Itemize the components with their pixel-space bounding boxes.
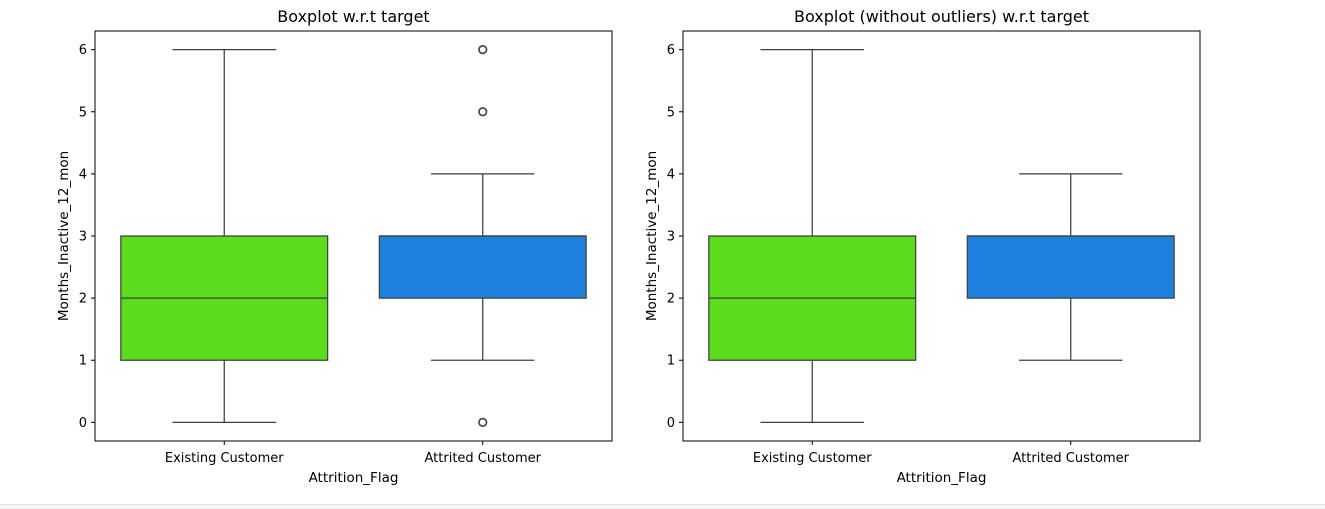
y-tick-label: 3 — [667, 230, 675, 245]
y-tick-label: 0 — [667, 416, 675, 431]
outlier-point — [478, 45, 488, 55]
y-tick-label: 3 — [79, 230, 87, 245]
y-axis-label: Months_Inactive_12_mon — [56, 151, 72, 321]
right-boxplot-panel: Boxplot (without outliers) w.r.t target 0… — [644, 7, 1201, 486]
y-tick-label: 2 — [667, 292, 675, 307]
chart-title: Boxplot (without outliers) w.r.t target — [794, 7, 1089, 26]
y-tick-label: 1 — [79, 354, 87, 369]
y-tick-label: 5 — [667, 105, 675, 120]
box-iqr — [966, 235, 1175, 299]
x-tick-label: Existing Customer — [753, 451, 872, 466]
chart-title: Boxplot w.r.t target — [277, 7, 429, 26]
y-tick-label: 4 — [667, 167, 675, 182]
x-tick-label: Existing Customer — [165, 451, 284, 466]
y-tick-label: 6 — [79, 43, 87, 58]
y-axis-label: Months_Inactive_12_mon — [644, 151, 660, 321]
left-boxplot-panel: Boxplot w.r.t target 0 1 2 3 4 5 6 Existing Cust… — [56, 7, 613, 486]
y-tick-label: 4 — [79, 167, 87, 182]
x-axis-label: Attrition_Flag — [309, 470, 399, 486]
x-axis-label: Attrition_Flag — [897, 470, 987, 486]
bottom-divider — [0, 504, 1325, 509]
x-tick-label: Attrited Customer — [425, 451, 542, 466]
y-tick-label: 1 — [667, 354, 675, 369]
y-tick-label: 6 — [667, 43, 675, 58]
y-tick-label: 0 — [79, 416, 87, 431]
x-tick-label: Attrited Customer — [1013, 451, 1130, 466]
outlier-point — [478, 417, 488, 427]
box-iqr — [378, 235, 587, 299]
outlier-point — [478, 107, 488, 117]
y-tick-label: 2 — [79, 292, 87, 307]
y-tick-label: 5 — [79, 105, 87, 120]
